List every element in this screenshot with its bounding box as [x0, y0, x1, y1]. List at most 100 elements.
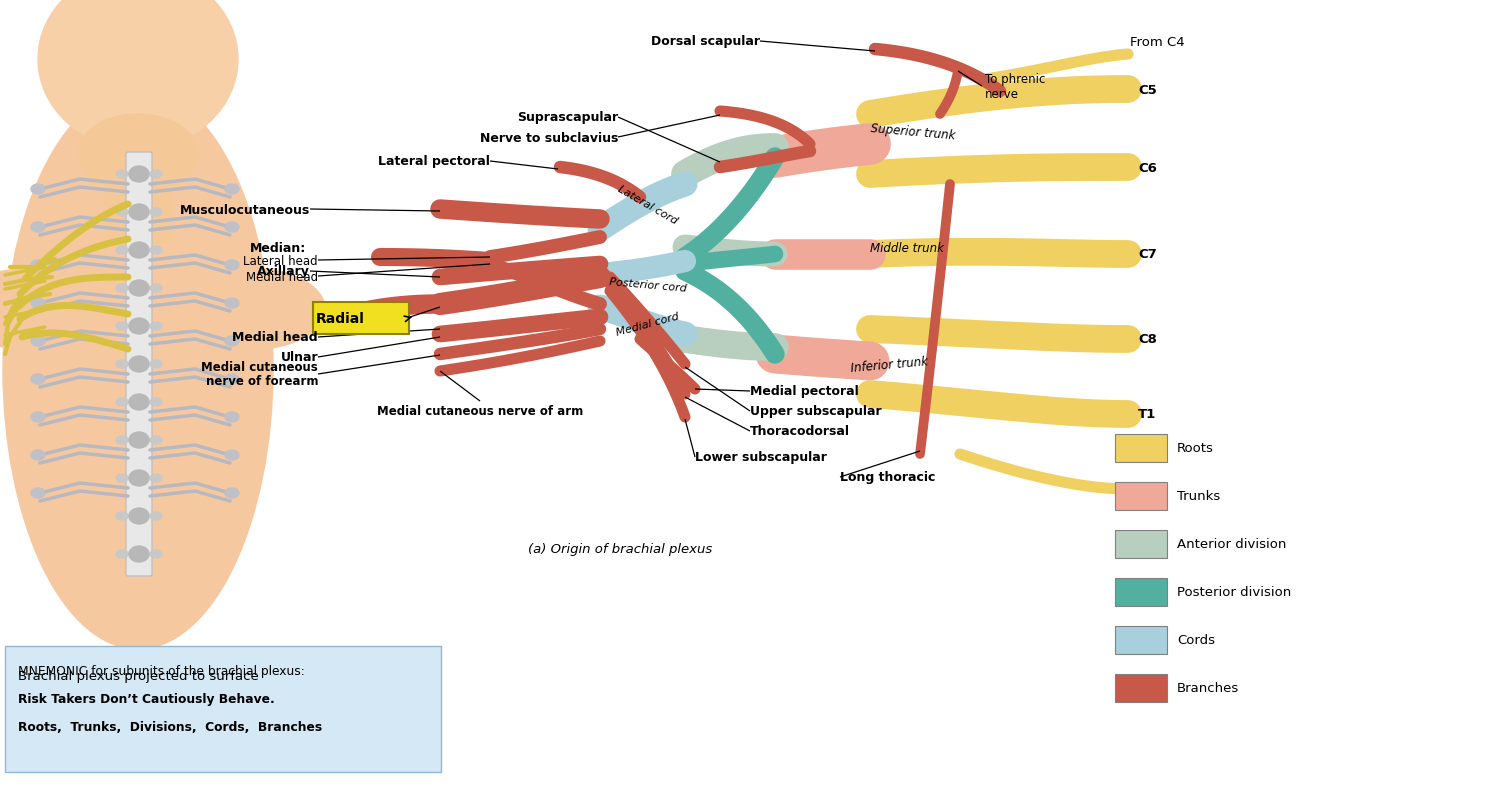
Text: nerve of forearm: nerve of forearm [206, 375, 318, 388]
Text: Superior trunk: Superior trunk [870, 122, 956, 142]
FancyBboxPatch shape [1114, 482, 1167, 510]
Ellipse shape [225, 223, 238, 233]
Text: MNEMONIC for subunits of the brachial plexus:: MNEMONIC for subunits of the brachial pl… [18, 665, 304, 678]
Ellipse shape [129, 205, 149, 221]
Text: Brachial plexus projected to surface: Brachial plexus projected to surface [18, 669, 258, 683]
Text: Medial cutaneous nerve of arm: Medial cutaneous nerve of arm [376, 405, 584, 418]
FancyBboxPatch shape [4, 646, 441, 772]
Ellipse shape [116, 361, 128, 369]
Ellipse shape [150, 436, 162, 444]
Text: Cords: Cords [1178, 634, 1215, 646]
Ellipse shape [225, 337, 238, 346]
Ellipse shape [129, 357, 149, 373]
FancyBboxPatch shape [314, 302, 410, 334]
Text: Middle trunk: Middle trunk [870, 241, 944, 254]
Text: C5: C5 [1138, 83, 1156, 96]
Ellipse shape [32, 261, 45, 270]
Text: Medial cutaneous: Medial cutaneous [201, 361, 318, 374]
Text: Medial head: Medial head [246, 271, 318, 284]
Ellipse shape [129, 471, 149, 486]
Ellipse shape [129, 395, 149, 411]
Ellipse shape [129, 318, 149, 334]
Ellipse shape [116, 209, 128, 217]
Ellipse shape [0, 269, 94, 350]
Text: Medial cord: Medial cord [615, 311, 681, 338]
Text: Posterior cord: Posterior cord [609, 276, 687, 293]
Ellipse shape [32, 337, 45, 346]
Ellipse shape [116, 475, 128, 482]
Text: C6: C6 [1138, 161, 1156, 174]
Ellipse shape [225, 488, 238, 498]
Ellipse shape [116, 171, 128, 179]
Ellipse shape [32, 412, 45, 423]
Text: Roots,  Trunks,  Divisions,  Cords,  Branches: Roots, Trunks, Divisions, Cords, Branche… [18, 721, 322, 734]
Ellipse shape [184, 269, 326, 350]
Ellipse shape [129, 243, 149, 259]
Ellipse shape [225, 375, 238, 384]
Ellipse shape [150, 550, 162, 558]
Text: Lateral head: Lateral head [243, 255, 318, 268]
Ellipse shape [129, 432, 149, 448]
Ellipse shape [150, 247, 162, 255]
Ellipse shape [225, 298, 238, 309]
Ellipse shape [116, 322, 128, 330]
Ellipse shape [32, 451, 45, 460]
Text: Upper subscapular: Upper subscapular [750, 405, 882, 418]
FancyBboxPatch shape [1114, 674, 1167, 702]
Ellipse shape [116, 247, 128, 255]
FancyBboxPatch shape [104, 125, 172, 245]
Ellipse shape [116, 399, 128, 407]
Ellipse shape [32, 298, 45, 309]
Text: Dorsal scapular: Dorsal scapular [651, 35, 760, 48]
Text: Thoracodorsal: Thoracodorsal [750, 425, 850, 438]
Ellipse shape [129, 281, 149, 297]
Text: C8: C8 [1138, 333, 1156, 346]
Ellipse shape [150, 475, 162, 482]
FancyBboxPatch shape [126, 153, 152, 577]
Text: (a) Origin of brachial plexus: (a) Origin of brachial plexus [528, 543, 712, 556]
Text: T2: T2 [1138, 483, 1156, 496]
Ellipse shape [225, 261, 238, 270]
Text: Medial pectoral: Medial pectoral [750, 385, 858, 398]
Text: Lower subscapular: Lower subscapular [694, 451, 826, 464]
Ellipse shape [116, 436, 128, 444]
Ellipse shape [3, 90, 273, 649]
Ellipse shape [32, 488, 45, 498]
Ellipse shape [150, 209, 162, 217]
Ellipse shape [129, 508, 149, 525]
Text: Anterior division: Anterior division [1178, 538, 1287, 551]
Ellipse shape [32, 375, 45, 384]
Ellipse shape [32, 184, 45, 195]
Ellipse shape [225, 451, 238, 460]
Text: nerve: nerve [986, 88, 1018, 101]
Ellipse shape [116, 512, 128, 520]
Text: Suprascapular: Suprascapular [518, 111, 618, 124]
Text: Roots: Roots [1178, 442, 1214, 455]
Ellipse shape [129, 167, 149, 183]
Text: Nerve to subclavius: Nerve to subclavius [480, 132, 618, 144]
Ellipse shape [150, 361, 162, 369]
Ellipse shape [32, 223, 45, 233]
Text: T1: T1 [1138, 408, 1156, 421]
Ellipse shape [116, 550, 128, 558]
Ellipse shape [116, 285, 128, 293]
Ellipse shape [150, 322, 162, 330]
Ellipse shape [225, 412, 238, 423]
Text: Branches: Branches [1178, 682, 1239, 695]
FancyBboxPatch shape [1114, 530, 1167, 558]
Text: Musculocutaneous: Musculocutaneous [180, 203, 310, 217]
Text: From C4: From C4 [1130, 35, 1185, 48]
Ellipse shape [150, 171, 162, 179]
Text: Trunks: Trunks [1178, 490, 1219, 503]
Text: Radial: Radial [316, 312, 364, 326]
Text: Long thoracic: Long thoracic [840, 471, 936, 484]
Text: To phrenic: To phrenic [986, 74, 1046, 87]
Ellipse shape [78, 115, 198, 195]
Ellipse shape [225, 184, 238, 195]
Text: Lateral pectoral: Lateral pectoral [378, 156, 490, 168]
Ellipse shape [129, 546, 149, 562]
FancyBboxPatch shape [1114, 578, 1167, 606]
Ellipse shape [150, 512, 162, 520]
Text: Inferior trunk: Inferior trunk [850, 354, 928, 375]
Text: Median:: Median: [251, 241, 306, 254]
